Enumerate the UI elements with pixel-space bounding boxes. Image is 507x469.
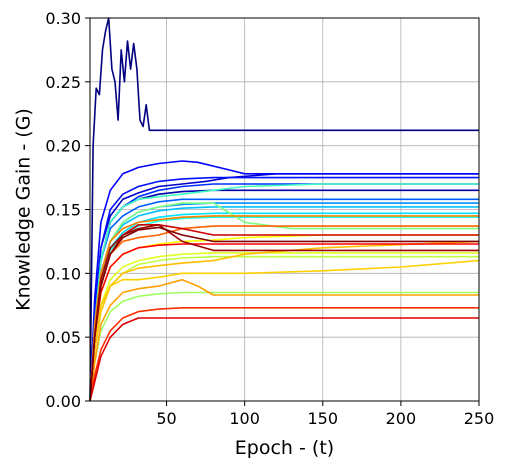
y-tick-label: 0.25: [45, 73, 81, 92]
series-line-28: [89, 226, 479, 402]
series-lines: [89, 17, 480, 402]
x-axis-label: Epoch - (t): [235, 437, 334, 459]
y-tick-label: 0.10: [45, 264, 81, 283]
series-line-16: [89, 252, 479, 402]
x-tick-label: 150: [308, 409, 339, 428]
series-line-12: [89, 183, 479, 402]
series-line-8: [89, 202, 479, 402]
series-line-19: [89, 240, 480, 402]
x-tick-label: 250: [464, 409, 495, 428]
series-line-13: [89, 202, 479, 402]
series-line-18: [89, 259, 480, 402]
series-line-1: [89, 17, 479, 402]
series-line-3: [89, 160, 479, 402]
x-tick-label: 100: [229, 409, 260, 428]
series-line-23: [89, 306, 479, 402]
series-line-25: [89, 317, 479, 402]
series-line-14: [89, 291, 479, 402]
y-tick-label: 0.15: [45, 201, 81, 220]
x-tick-label: 50: [156, 409, 176, 428]
y-tick-label: 0.00: [45, 392, 81, 411]
y-tick-label: 0.30: [45, 9, 81, 28]
y-tick-label: 0.05: [45, 328, 81, 347]
series-line-20: [89, 278, 479, 402]
x-tick-label: 200: [386, 409, 417, 428]
y-tick-labels: 0.00 0.05 0.10 0.15 0.20 0.25 0.30: [45, 9, 81, 411]
series-line-4: [89, 176, 479, 402]
y-tick-label: 0.20: [45, 137, 81, 156]
y-axis-label: Knowledge Gain - (G): [13, 108, 35, 311]
x-tick-labels: 50 100 150 200 250: [156, 409, 494, 428]
series-line-7: [89, 198, 479, 402]
tick-marks: [85, 17, 480, 406]
series-line-21: [89, 215, 479, 402]
